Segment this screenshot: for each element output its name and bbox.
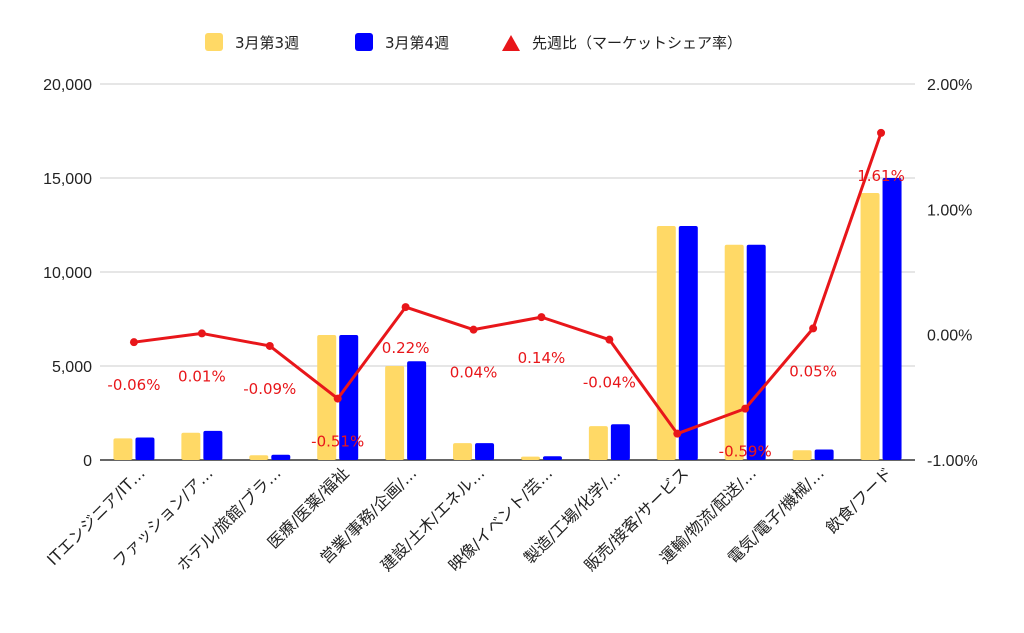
legend-swatch xyxy=(355,33,373,51)
line-data-label: -0.06% xyxy=(107,376,160,394)
line-data-label: -0.51% xyxy=(311,433,364,451)
y-left-tick-label: 20,000 xyxy=(43,77,92,94)
line-point xyxy=(809,324,818,333)
bar xyxy=(882,178,902,460)
line-data-label: -0.09% xyxy=(243,380,296,398)
line-point xyxy=(537,313,546,322)
line-data-label: -0.04% xyxy=(583,374,636,392)
line-data-label: 0.05% xyxy=(789,362,837,380)
y-left-tick-label: 0 xyxy=(83,453,92,470)
y-axis-right: -1.00% 0.00% 1.00% 2.00% xyxy=(927,77,978,470)
y-right-tick-label: 1.00% xyxy=(927,202,972,219)
y-left-tick-label: 15,000 xyxy=(43,171,92,188)
line-point xyxy=(265,341,274,350)
y-left-tick-label: 5,000 xyxy=(52,359,92,376)
bar xyxy=(113,438,133,460)
legend-swatch xyxy=(205,33,223,51)
legend-triangle-icon xyxy=(502,35,520,51)
bar xyxy=(407,361,427,460)
line-point xyxy=(741,404,750,413)
legend: 3月第3週 3月第4週 先週比（マーケットシェア率） xyxy=(205,33,742,52)
bar xyxy=(203,430,223,460)
bar xyxy=(249,455,269,460)
y-right-tick-label: -1.00% xyxy=(927,453,978,470)
bar xyxy=(542,456,562,460)
line-point xyxy=(197,329,206,338)
line-point xyxy=(469,325,478,334)
line-data-label: 0.14% xyxy=(518,349,566,367)
line-point xyxy=(673,429,682,438)
share-line-path xyxy=(133,132,883,436)
line-data-label: -0.59% xyxy=(719,443,772,461)
bar xyxy=(792,450,812,460)
legend-label: 3月第3週 xyxy=(235,34,299,52)
data-labels: -0.06% 0.01% -0.09% -0.51% 0.22% 0.04% 0.14% -0… xyxy=(107,167,904,461)
y-right-tick-label: 0.00% xyxy=(927,328,972,345)
bar xyxy=(317,334,337,460)
legend-label: 3月第4週 xyxy=(385,34,449,52)
bar xyxy=(678,225,698,460)
x-category-label: 飲食/フード xyxy=(822,463,896,537)
bar xyxy=(724,244,744,460)
line-data-label: 0.04% xyxy=(450,364,498,382)
bar xyxy=(520,456,540,460)
y-axis-left: 0 5,000 10,000 15,000 20,000 xyxy=(43,77,92,470)
line-point xyxy=(129,338,138,347)
bar xyxy=(860,193,880,461)
line-point xyxy=(877,128,886,137)
y-right-tick-label: 2.00% xyxy=(927,77,972,94)
x-axis-categories: ITエンジニア/IT…ファッション/ア…ホテル/旅館/ブラ…医療/医薬/福祉営業… xyxy=(43,463,896,575)
bar xyxy=(814,449,834,460)
gridlines xyxy=(100,83,915,461)
line-data-label: 1.61% xyxy=(857,167,905,185)
bar xyxy=(339,334,359,460)
line-point xyxy=(605,335,614,344)
bar xyxy=(135,437,155,460)
bar xyxy=(453,443,473,460)
bar xyxy=(610,424,630,460)
line-data-label: 0.01% xyxy=(178,367,226,385)
bar xyxy=(271,454,291,460)
line-data-label: 0.22% xyxy=(382,339,430,357)
bar xyxy=(181,432,201,460)
y-left-tick-label: 10,000 xyxy=(43,265,92,282)
bar xyxy=(656,225,676,460)
legend-label: 先週比（マーケットシェア率） xyxy=(532,34,742,52)
share-line xyxy=(129,128,886,438)
bars xyxy=(113,178,902,461)
line-point xyxy=(401,303,410,312)
bar xyxy=(385,366,405,460)
line-point xyxy=(333,394,342,403)
bar xyxy=(588,426,608,460)
bar xyxy=(746,244,766,460)
bar xyxy=(475,443,495,460)
